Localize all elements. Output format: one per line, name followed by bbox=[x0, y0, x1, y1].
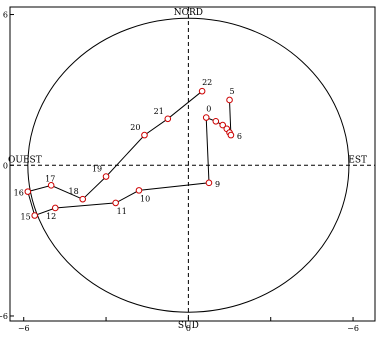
point-6 bbox=[227, 131, 235, 139]
point-22 bbox=[198, 87, 206, 95]
point-17 bbox=[47, 182, 55, 189]
point-label-6: 6 bbox=[237, 132, 242, 141]
east-label: EST bbox=[348, 155, 367, 165]
point-label-5: 5 bbox=[230, 87, 235, 96]
point-label-21: 21 bbox=[154, 107, 164, 116]
point-20 bbox=[141, 131, 148, 139]
tick-marks bbox=[10, 14, 354, 321]
y-tick-label-2: −6 bbox=[0, 312, 8, 321]
data-points bbox=[24, 87, 235, 219]
point-label-15: 15 bbox=[21, 212, 31, 221]
y-tick-label-1: 0 bbox=[3, 161, 8, 170]
point-9 bbox=[205, 179, 213, 187]
point-12 bbox=[51, 204, 59, 212]
x-tick-label-2: 0 bbox=[186, 324, 191, 333]
north-label: NORD bbox=[174, 8, 203, 18]
point-10 bbox=[135, 187, 143, 194]
point-21 bbox=[164, 115, 172, 123]
point-18 bbox=[79, 195, 87, 203]
point-1 bbox=[212, 117, 220, 125]
x-tick-label-0: −6 bbox=[18, 324, 30, 333]
tick-labels: −6 0 −6 6 0 −6 bbox=[0, 11, 359, 333]
point-label-0: 0 bbox=[206, 105, 211, 114]
west-label: OUEST bbox=[8, 155, 42, 165]
point-11 bbox=[112, 199, 119, 207]
point-label-20: 20 bbox=[130, 123, 140, 132]
trajectory-path bbox=[27, 90, 232, 217]
trajectory-line bbox=[27, 90, 232, 217]
point-19 bbox=[102, 173, 110, 180]
point-label-18: 18 bbox=[69, 187, 79, 196]
point-2 bbox=[219, 121, 226, 129]
point-label-11: 11 bbox=[117, 207, 127, 216]
point-5 bbox=[226, 96, 233, 104]
point-label-16: 16 bbox=[14, 189, 24, 198]
point-labels: 0 5 6 9 10 11 12 15 16 17 18 19 20 21 22 bbox=[14, 78, 242, 221]
point-16 bbox=[24, 188, 32, 195]
x-tick-label-4: −6 bbox=[347, 324, 359, 333]
point-label-19: 19 bbox=[92, 165, 102, 174]
point-label-17: 17 bbox=[45, 174, 55, 183]
plot-frame bbox=[9, 6, 376, 322]
south-label: SUD bbox=[178, 321, 199, 331]
point-label-12: 12 bbox=[46, 212, 56, 221]
point-label-9: 9 bbox=[215, 180, 220, 189]
y-tick-label-0: 6 bbox=[3, 11, 8, 20]
point-label-10: 10 bbox=[140, 194, 150, 203]
point-15 bbox=[31, 212, 38, 219]
point-label-22: 22 bbox=[202, 78, 212, 87]
point-0 bbox=[202, 114, 210, 121]
